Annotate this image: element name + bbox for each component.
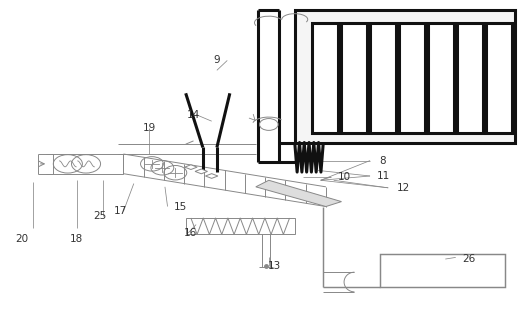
Text: 16: 16: [184, 228, 197, 238]
Polygon shape: [256, 180, 341, 207]
Text: 11: 11: [376, 171, 389, 181]
Polygon shape: [487, 23, 512, 133]
Text: 19: 19: [143, 123, 156, 133]
Text: 12: 12: [397, 183, 410, 193]
Polygon shape: [381, 254, 505, 287]
Text: 15: 15: [174, 202, 187, 212]
Text: 18: 18: [70, 234, 84, 244]
Text: 25: 25: [93, 212, 106, 221]
Polygon shape: [295, 10, 515, 143]
Polygon shape: [399, 23, 425, 133]
Text: 13: 13: [267, 260, 281, 271]
Text: 9: 9: [213, 56, 220, 66]
Polygon shape: [185, 165, 197, 169]
Polygon shape: [186, 218, 295, 234]
Text: 26: 26: [462, 254, 476, 264]
Text: 17: 17: [114, 207, 127, 216]
Polygon shape: [341, 23, 367, 133]
Polygon shape: [457, 23, 483, 133]
Polygon shape: [370, 23, 396, 133]
Polygon shape: [206, 174, 218, 178]
Text: 10: 10: [338, 172, 351, 182]
Text: 20: 20: [16, 234, 29, 244]
Polygon shape: [428, 23, 454, 133]
Polygon shape: [195, 169, 208, 174]
Text: 14: 14: [187, 110, 200, 119]
Text: 8: 8: [379, 156, 386, 166]
Polygon shape: [312, 23, 338, 133]
